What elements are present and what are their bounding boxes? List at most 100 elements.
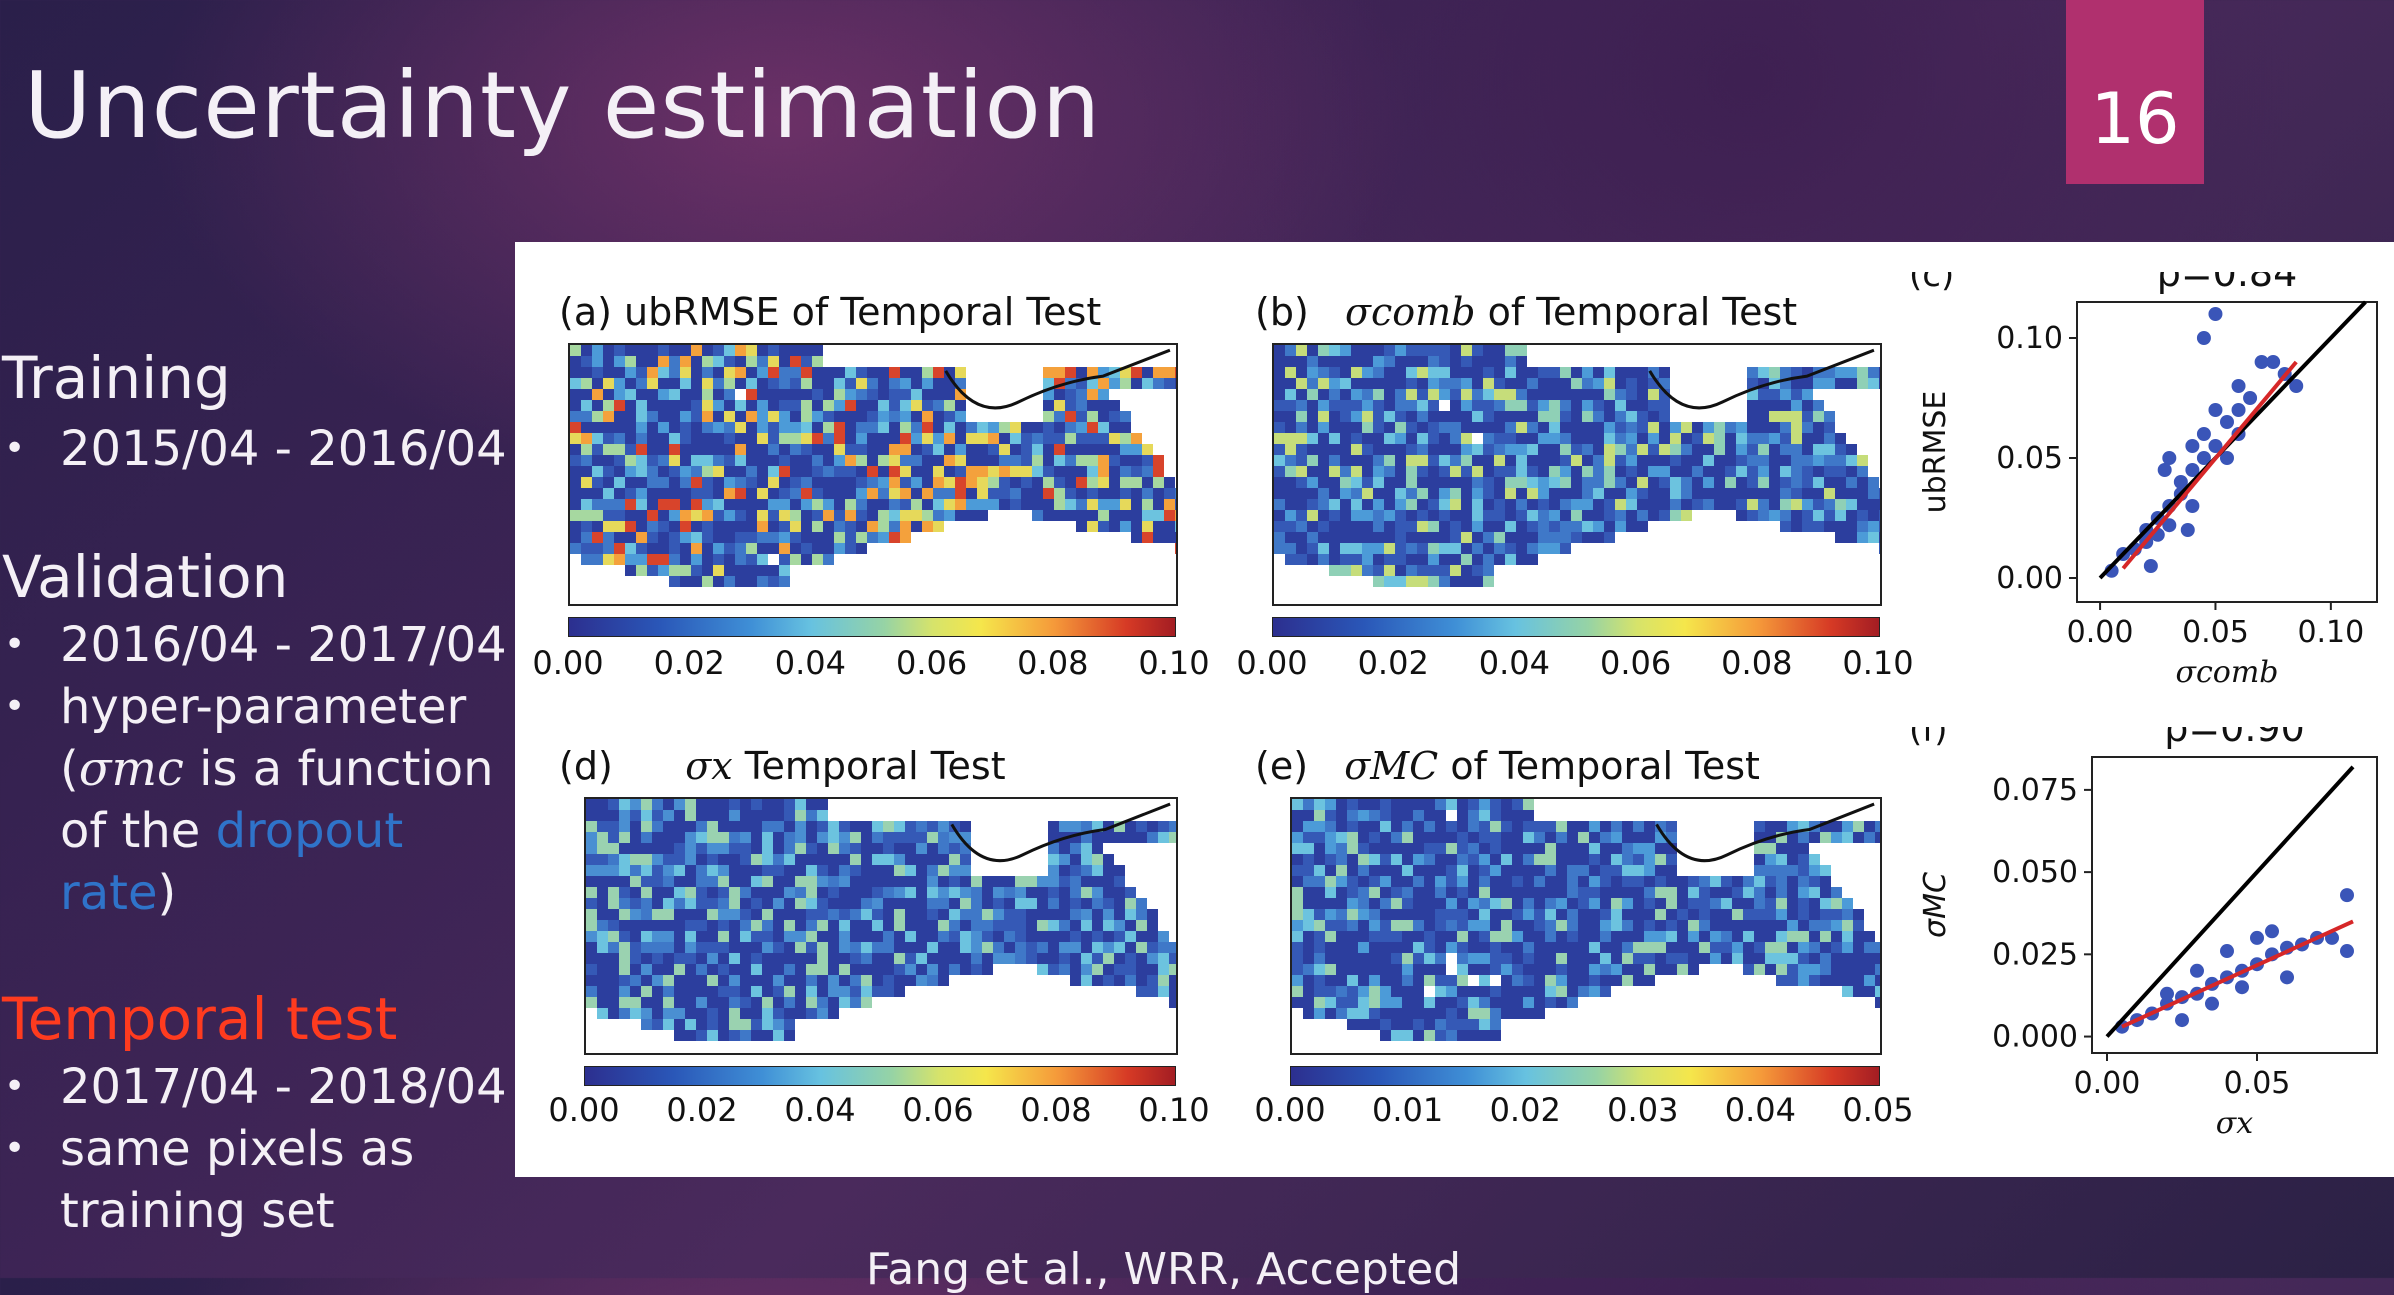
colorbar-tick-label: 0.02 [666,1091,738,1129]
figure-panel: (a) ubRMSE of Temporal Test (b) σcomb of… [515,242,2394,1177]
scatter-point [2220,944,2234,959]
panel-label: (c) [1909,272,1954,295]
colorbar-tick-label: 0.08 [1721,644,1793,682]
scatter-point [2162,518,2177,533]
x-tick-label: 0.05 [2224,1066,2291,1101]
panel-a-map [568,343,1178,606]
scatter-point [2254,355,2269,369]
colorbar-tick-label: 0.10 [1138,1091,1210,1129]
scatter-point [2208,403,2223,417]
panel-e-colorbar [1290,1066,1880,1086]
slide-number: 16 [2090,78,2180,160]
scatter-point [2185,463,2200,477]
colorbar-tick-label: 0.02 [1489,1091,1561,1129]
scatter-point [2143,559,2158,573]
scatter-point [2180,523,2195,537]
x-axis-label: σcomb [2176,655,2279,690]
colorbar-tick-label: 0.08 [1017,644,1089,682]
colorbar-tick-label: 0.04 [774,644,847,682]
dropout-rate-link[interactable]: dropout [215,803,404,859]
panel-d-colorbar [584,1066,1176,1086]
panel-a-colorbar [568,617,1176,637]
scatter-point [2231,403,2246,417]
scatter-point [2208,307,2223,321]
colorbar-tick-label: 0.06 [902,1091,974,1129]
scatter-point [2175,1013,2189,1028]
colorbar-tick-label: 0.04 [784,1091,856,1129]
conus-map-texture [1292,799,1880,1041]
scatter-point [2185,499,2200,513]
y-tick-label: 0.10 [1996,321,2063,356]
scatter-point [2173,475,2188,489]
line-regression [2121,360,2298,570]
scatter-point [2208,439,2223,453]
panel-e-map [1290,797,1882,1055]
colorbar-tick-label: 0.02 [653,644,725,682]
scatter-point [2340,944,2354,959]
scatter-point [2160,986,2174,1001]
y-tick-label: 0.075 [1992,773,2078,808]
slide-number-box: 16 [2066,0,2204,184]
scatter-point [2340,888,2354,903]
panel-c-scatter: (c) ρ=0.84 0.00 0.05 0.10 0.00 0.05 0.10 σcomb ub… [1909,272,2378,690]
scatter-point [2196,451,2211,465]
colorbar-tick-label: 0.00 [1236,644,1308,682]
panel-b-colorbar [1272,617,1880,637]
x-tick-label: 0.05 [2182,615,2249,650]
bullet-dot: • [4,428,26,469]
panel-f-scatter: (f) ρ=0.90 0.00 0.05 0.000 0.025 0.050 0.075 σx σ… [1909,727,2378,1141]
colorbar-tick-label: 0.06 [895,644,968,682]
scatter-point [2266,355,2281,369]
y-tick-label: 0.05 [1996,441,2063,476]
y-axis-label: ubRMSE [1918,391,1953,514]
scatter-point [2196,427,2211,441]
bullet-dot: • [4,1128,26,1169]
training-heading: Training [2,344,231,412]
scatter-point [2185,439,2200,453]
sigma-mc-symbol: σmc [78,741,184,797]
y-tick-label: 0.050 [1992,855,2078,890]
panel-e-title: (e) σMC of Temporal Test [1255,744,1760,788]
panel-d-map [584,797,1178,1055]
y-tick-label: 0.000 [1992,1020,2078,1055]
scatter-point [2196,331,2211,345]
x-tick-label: 0.00 [2074,1066,2141,1101]
colorbar-tick-label: 0.06 [1599,644,1672,682]
colorbar-tick-label: 0.10 [1138,644,1210,682]
colorbar-tick-label: 0.01 [1371,1091,1444,1129]
y-axis-label: σMC [1918,872,1953,938]
x-tick-label: 0.00 [2067,615,2134,650]
scatter-point [2205,996,2219,1011]
panel-a-title: (a) ubRMSE of Temporal Test [559,290,1102,334]
conus-map-texture [586,799,1176,1041]
scatter-point [2157,463,2172,477]
bullet-dot: • [4,624,26,665]
scatter-point [2250,930,2264,945]
panel-label: (f) [1909,727,1948,750]
conus-map-texture [1274,345,1880,587]
temporal-test-heading: Temporal test [2,985,398,1053]
dropout-rate-link-cont[interactable]: rate [60,865,158,921]
y-tick-label: 0.025 [1992,937,2078,972]
scatter-point [2190,963,2204,978]
slide-title: Uncertainty estimation [24,52,1102,159]
colorbar-tick-label: 0.04 [1478,644,1551,682]
bullet-dot: • [4,1066,26,1107]
colorbar-tick-label: 0.02 [1357,644,1429,682]
scatter-point [2243,391,2258,405]
colorbar-tick-label: 0.10 [1842,644,1914,682]
scatter-point [2220,451,2234,465]
line-regression [2121,919,2354,1029]
validation-heading: Validation [2,543,289,611]
scatter-title: ρ=0.84 [2157,272,2298,295]
scatter-point [2280,970,2294,985]
colorbar-tick-label: 0.00 [532,644,604,682]
x-tick-label: 0.10 [2297,615,2364,650]
panel-d-title: (d) σx Temporal Test [559,744,1006,788]
scatter-point [2289,379,2304,393]
scatter-point [2235,980,2249,995]
colorbar-tick-label: 0.04 [1724,1091,1797,1129]
scatter-point [2231,379,2246,393]
line-one-to-one [2105,765,2355,1038]
scatter-point [2220,415,2234,429]
